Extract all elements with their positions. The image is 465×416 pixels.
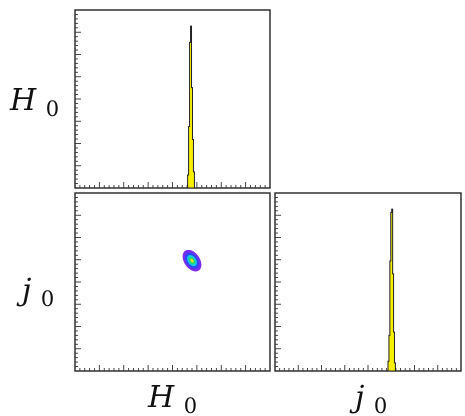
x-label-h0-letter: H (147, 380, 175, 415)
x-label-j0-letter: j (349, 380, 364, 415)
joint-density-blob (182, 249, 202, 272)
j0-histogram (387, 208, 397, 372)
label-subscript: 0 (184, 394, 197, 416)
x-label-h0: H 0 (147, 380, 197, 416)
y-label-h0-letter: H (9, 83, 37, 118)
label-subscript: 0 (374, 394, 387, 416)
h0-histogram (186, 25, 196, 189)
y-label-j0-letter: j (16, 273, 31, 308)
label-subscript: 0 (41, 287, 54, 311)
h0-marginal-panel (74, 9, 271, 189)
j0-histogram-outline (387, 208, 397, 372)
x-label-j0: j 0 (349, 380, 387, 416)
h0-histogram-outline (186, 25, 196, 189)
h0-marginal-ticks (75, 13, 266, 188)
j0-marginal-panel (274, 192, 462, 372)
joint-panel (74, 192, 271, 372)
joint-ticks (75, 196, 266, 371)
y-label-j0: j 0 (16, 273, 54, 311)
label-subscript: 0 (46, 97, 59, 121)
density-contour (190, 258, 194, 263)
y-label-h0: H 0 (9, 83, 59, 121)
